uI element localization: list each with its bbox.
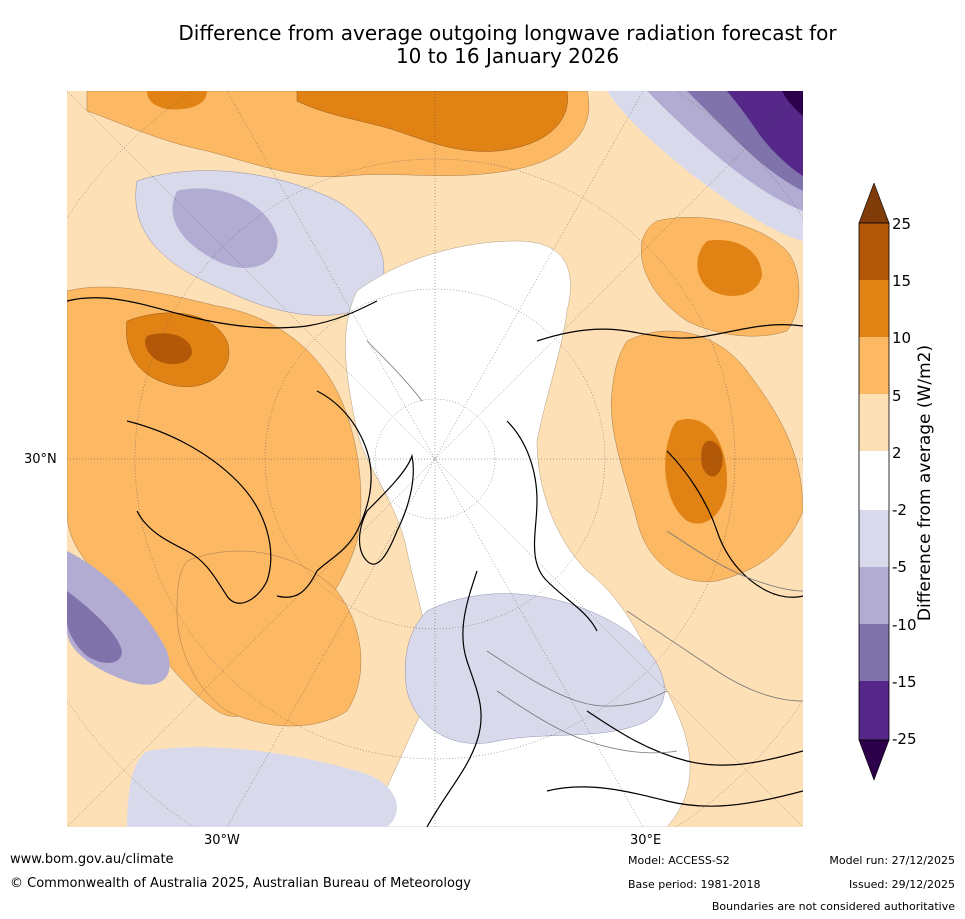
issued-text: Issued: 29/12/2025 bbox=[848, 878, 955, 891]
anomaly-15to25-west bbox=[145, 333, 192, 365]
anomaly-15to25-asia bbox=[701, 440, 723, 477]
colorbar-over-triangle bbox=[858, 183, 890, 224]
colorbar-tick: 5 bbox=[892, 387, 902, 405]
anomaly-m15tom10-southwest bbox=[67, 591, 122, 663]
lat-label-30n: 30°N bbox=[24, 452, 57, 467]
colorbar-tick: -5 bbox=[892, 558, 907, 576]
map-canvas bbox=[67, 91, 803, 827]
copyright-text: © Commonwealth of Australia 2025, Austra… bbox=[10, 876, 471, 891]
lon-label-30w: 30°W bbox=[204, 833, 240, 848]
colorbar-tick: -10 bbox=[892, 616, 917, 634]
colorbar-tick: 15 bbox=[892, 272, 912, 290]
colorbar-tick: 2 bbox=[892, 444, 902, 462]
colorbar-segment-neutral bbox=[859, 451, 889, 510]
anomaly-m25tom15-ne bbox=[727, 91, 803, 176]
anomaly-5to10-atlantic bbox=[176, 550, 362, 727]
anomaly-m5tom2-southwest bbox=[127, 747, 397, 827]
lon-label-30e: 30°E bbox=[630, 833, 662, 848]
country-borders bbox=[366, 340, 803, 754]
model-text: Model: ACCESS-S2 bbox=[628, 854, 730, 867]
colorbar-tick: -15 bbox=[892, 673, 917, 691]
title-line-1: Difference from average outgoing longwav… bbox=[178, 21, 837, 45]
graticule bbox=[67, 91, 803, 827]
colorbar-tick: 25 bbox=[892, 215, 912, 233]
colorbar-segment-2to5 bbox=[859, 394, 889, 451]
colorbar-segment-m5tom2 bbox=[859, 510, 889, 567]
title-line-2: 10 to 16 January 2026 bbox=[395, 44, 620, 68]
website-link[interactable]: www.bom.gov.au/climate bbox=[10, 852, 174, 867]
polar-map bbox=[67, 91, 803, 827]
disclaimer-text: Boundaries are not considered authoritat… bbox=[711, 900, 955, 913]
colorbar-under-triangle bbox=[858, 739, 890, 781]
anomaly-10to15-north-small bbox=[147, 91, 207, 110]
model-run-text: Model run: 27/12/2025 bbox=[829, 854, 955, 867]
colorbar-segment-10to15 bbox=[859, 280, 889, 337]
coastlines bbox=[67, 297, 803, 827]
anomaly-10to15-eastasia bbox=[697, 240, 762, 296]
colorbar-tick: -2 bbox=[892, 501, 907, 519]
colorbar-segment-m10tom5 bbox=[859, 567, 889, 624]
anomaly-under-ne bbox=[782, 91, 803, 116]
colorbar-tick: 10 bbox=[892, 329, 912, 347]
colorbar-tick: -25 bbox=[892, 730, 917, 748]
anomaly-m10tom5-pacific bbox=[172, 188, 278, 268]
colorbar-segment-15to25 bbox=[859, 223, 889, 280]
base-period-text: Base period: 1981-2018 bbox=[628, 878, 761, 891]
colorbar-label: Difference from average (W/m2) bbox=[915, 344, 935, 622]
colorbar-outline bbox=[858, 222, 890, 741]
colorbar-segment-5to10 bbox=[859, 337, 889, 394]
anomaly-10to15-north bbox=[296, 91, 568, 152]
colorbar-segment-m15tom10 bbox=[859, 624, 889, 681]
colorbar bbox=[858, 183, 890, 781]
colorbar-segment-m25tom15 bbox=[859, 681, 889, 740]
map-title: Difference from average outgoing longwav… bbox=[60, 22, 955, 68]
